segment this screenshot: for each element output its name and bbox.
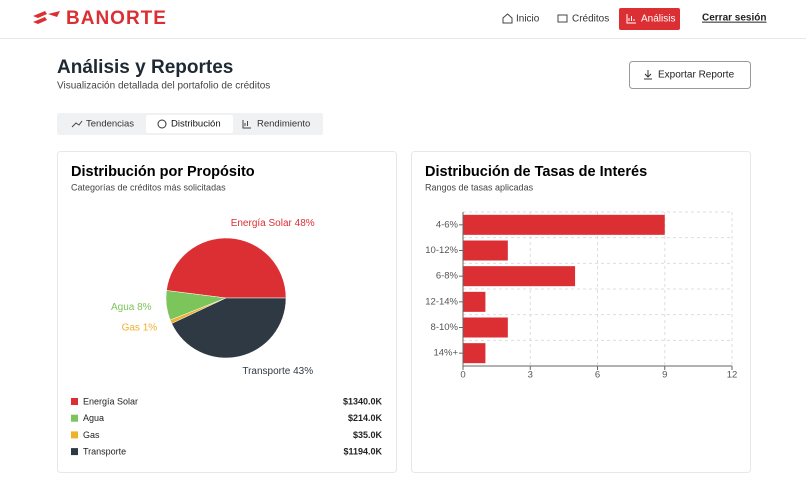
pie-label: Transporte 43% [242,366,313,377]
card-title: Distribución por Propósito [71,164,255,180]
legend-label: Transporte [83,446,126,456]
tab-active-bg [146,115,233,133]
y-tick-label: 14%+ [433,348,458,359]
download-icon [644,70,652,80]
nav-link-active[interactable]: Análisis [641,14,675,25]
x-tick-label: 9 [662,370,667,381]
logo-text: BANORTE [66,8,167,29]
bar [463,240,508,261]
x-tick-label: 6 [595,370,600,381]
bar [463,317,508,338]
home-icon [502,13,513,24]
pie-slice [166,237,287,299]
x-tick-label: 3 [528,370,533,381]
card-subtitle: Categorías de créditos más solicitadas [71,182,226,192]
export-label: Exportar Reporte [658,70,735,81]
legend-swatch [71,431,78,439]
tab-active[interactable]: Distribución [171,119,221,130]
legend-amount: $35.0K [353,430,383,440]
legend-amount: $1340.0K [343,396,383,406]
tab[interactable]: Rendimiento [257,119,310,130]
bar [463,214,665,235]
legend-amount: $1194.0K [343,446,382,456]
pie-slice [171,297,287,359]
y-tick-label: 6-8% [436,271,459,282]
x-tick-label: 12 [727,370,738,381]
page-title: Análisis y Reportes [57,57,233,78]
logo-mark [33,11,60,24]
card [411,151,751,473]
legend-swatch [71,414,78,422]
nav-link[interactable]: Créditos [572,14,609,25]
y-tick-label: 4-6% [436,219,459,230]
trend-icon [71,120,83,128]
bar [463,291,486,312]
pie-label: Energía Solar 48% [231,218,315,229]
legend-label: Energía Solar [83,396,138,406]
nav-link[interactable]: Inicio [516,14,540,25]
logout-link[interactable]: Cerrar sesión [702,13,766,24]
logo[interactable]: BANORTE [33,8,167,29]
x-tick-label: 0 [460,370,465,381]
pie-label: Agua 8% [111,302,152,313]
chart-icon [626,14,636,24]
bar [463,266,576,287]
export-button[interactable] [629,61,751,89]
legend-amount: $214.0K [348,413,383,423]
y-tick-label: 12-14% [425,296,458,307]
y-tick-label: 8-10% [431,322,459,333]
card-subtitle: Rangos de tasas aplicadas [425,182,534,192]
bar [463,343,486,364]
card-title: Distribución de Tasas de Interés [425,164,647,180]
legend-label: Gas [83,430,100,440]
tab[interactable]: Tendencias [86,119,134,130]
page-subtitle: Visualización detallada del portafolio d… [57,81,270,92]
y-tick-label: 10-12% [425,245,458,256]
bar-icon [242,120,251,129]
legend-label: Agua [83,413,104,423]
nav-active-bg[interactable] [619,8,680,30]
pie-icon [157,119,167,129]
legend-swatch [71,448,78,456]
card-icon [557,14,568,23]
legend-swatch [71,398,78,405]
pie-label: Gas 1% [122,322,158,333]
